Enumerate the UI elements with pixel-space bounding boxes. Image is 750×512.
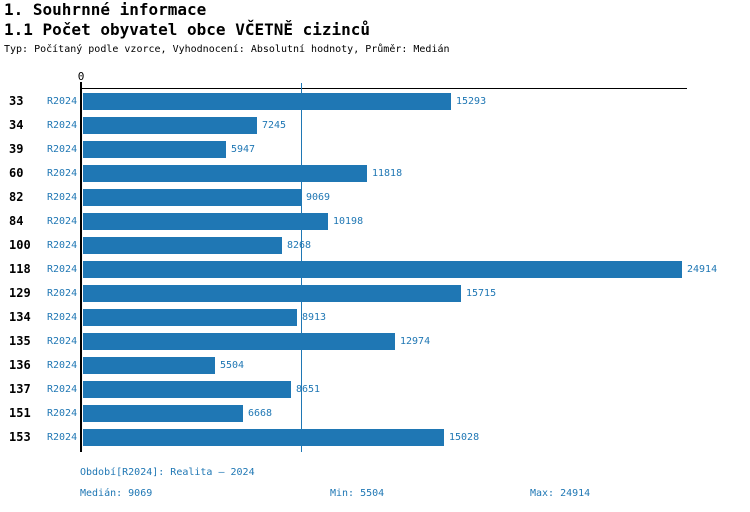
row-series-label: R2024 — [47, 288, 78, 299]
bar-value-label: 9069 — [306, 192, 331, 203]
row-category-label: 100 — [9, 238, 31, 252]
value-bar — [83, 189, 301, 206]
row-series-label: R2024 — [47, 192, 78, 203]
row-series-label: R2024 — [47, 168, 78, 179]
value-bar — [83, 165, 367, 182]
value-bar — [83, 213, 328, 230]
row-category-label: 151 — [9, 406, 31, 420]
row-category-label: 84 — [9, 214, 24, 228]
row-series-label: R2024 — [47, 432, 78, 443]
section-title: 1. Souhrnné informace — [4, 0, 207, 19]
row-category-label: 134 — [9, 310, 31, 324]
footer-max: Max: 24914 — [530, 488, 591, 499]
value-bar — [83, 333, 395, 350]
bar-value-label: 11818 — [372, 168, 403, 179]
row-category-label: 153 — [9, 430, 31, 444]
row-series-label: R2024 — [47, 264, 78, 275]
bar-value-label: 10198 — [333, 216, 364, 227]
row-category-label: 33 — [9, 94, 24, 108]
row-category-label: 129 — [9, 286, 31, 300]
row-series-label: R2024 — [47, 384, 78, 395]
value-bar — [83, 309, 297, 326]
bar-value-label: 15028 — [449, 432, 480, 443]
bar-value-label: 8913 — [302, 312, 327, 323]
value-bar — [83, 93, 451, 110]
value-bar — [83, 381, 291, 398]
row-category-label: 137 — [9, 382, 31, 396]
value-bar — [83, 357, 215, 374]
row-series-label: R2024 — [47, 240, 78, 251]
row-series-label: R2024 — [47, 144, 78, 155]
row-series-label: R2024 — [47, 312, 78, 323]
row-category-label: 118 — [9, 262, 31, 276]
value-bar — [83, 261, 682, 278]
bar-value-label: 5504 — [220, 360, 245, 371]
footer-period: Období[R2024]: Realita – 2024 — [80, 467, 255, 478]
row-series-label: R2024 — [47, 96, 78, 107]
row-series-label: R2024 — [47, 120, 78, 131]
chart-description: Typ: Počítaný podle vzorce, Vyhodnocení:… — [4, 44, 450, 55]
row-series-label: R2024 — [47, 408, 78, 419]
row-series-label: R2024 — [47, 216, 78, 227]
value-bar — [83, 237, 282, 254]
row-series-label: R2024 — [47, 360, 78, 371]
row-category-label: 82 — [9, 190, 24, 204]
bar-value-label: 6668 — [248, 408, 273, 419]
value-bar — [83, 429, 444, 446]
row-category-label: 34 — [9, 118, 24, 132]
row-category-label: 135 — [9, 334, 31, 348]
value-bar — [83, 117, 257, 134]
value-bar — [83, 141, 226, 158]
row-category-label: 136 — [9, 358, 31, 372]
chart-title: 1.1 Počet obyvatel obce VČETNĚ cizinců — [4, 20, 371, 39]
value-bar — [83, 405, 243, 422]
footer-min: Min: 5504 — [330, 488, 385, 499]
bar-value-label: 8651 — [296, 384, 321, 395]
row-category-label: 60 — [9, 166, 24, 180]
row-series-label: R2024 — [47, 336, 78, 347]
bar-value-label: 12974 — [400, 336, 431, 347]
bar-value-label: 24914 — [687, 264, 718, 275]
x-axis-zero-tick-label: 0 — [77, 70, 85, 83]
bar-value-label: 5947 — [231, 144, 256, 155]
x-axis-line — [80, 88, 687, 89]
bar-value-label: 15293 — [456, 96, 487, 107]
row-category-label: 39 — [9, 142, 24, 156]
value-bar — [83, 285, 461, 302]
bar-value-label: 7245 — [262, 120, 287, 131]
y-axis-line — [80, 82, 82, 452]
footer-median: Medián: 9069 — [80, 488, 153, 499]
bar-value-label: 8268 — [287, 240, 312, 251]
bar-value-label: 15715 — [466, 288, 497, 299]
